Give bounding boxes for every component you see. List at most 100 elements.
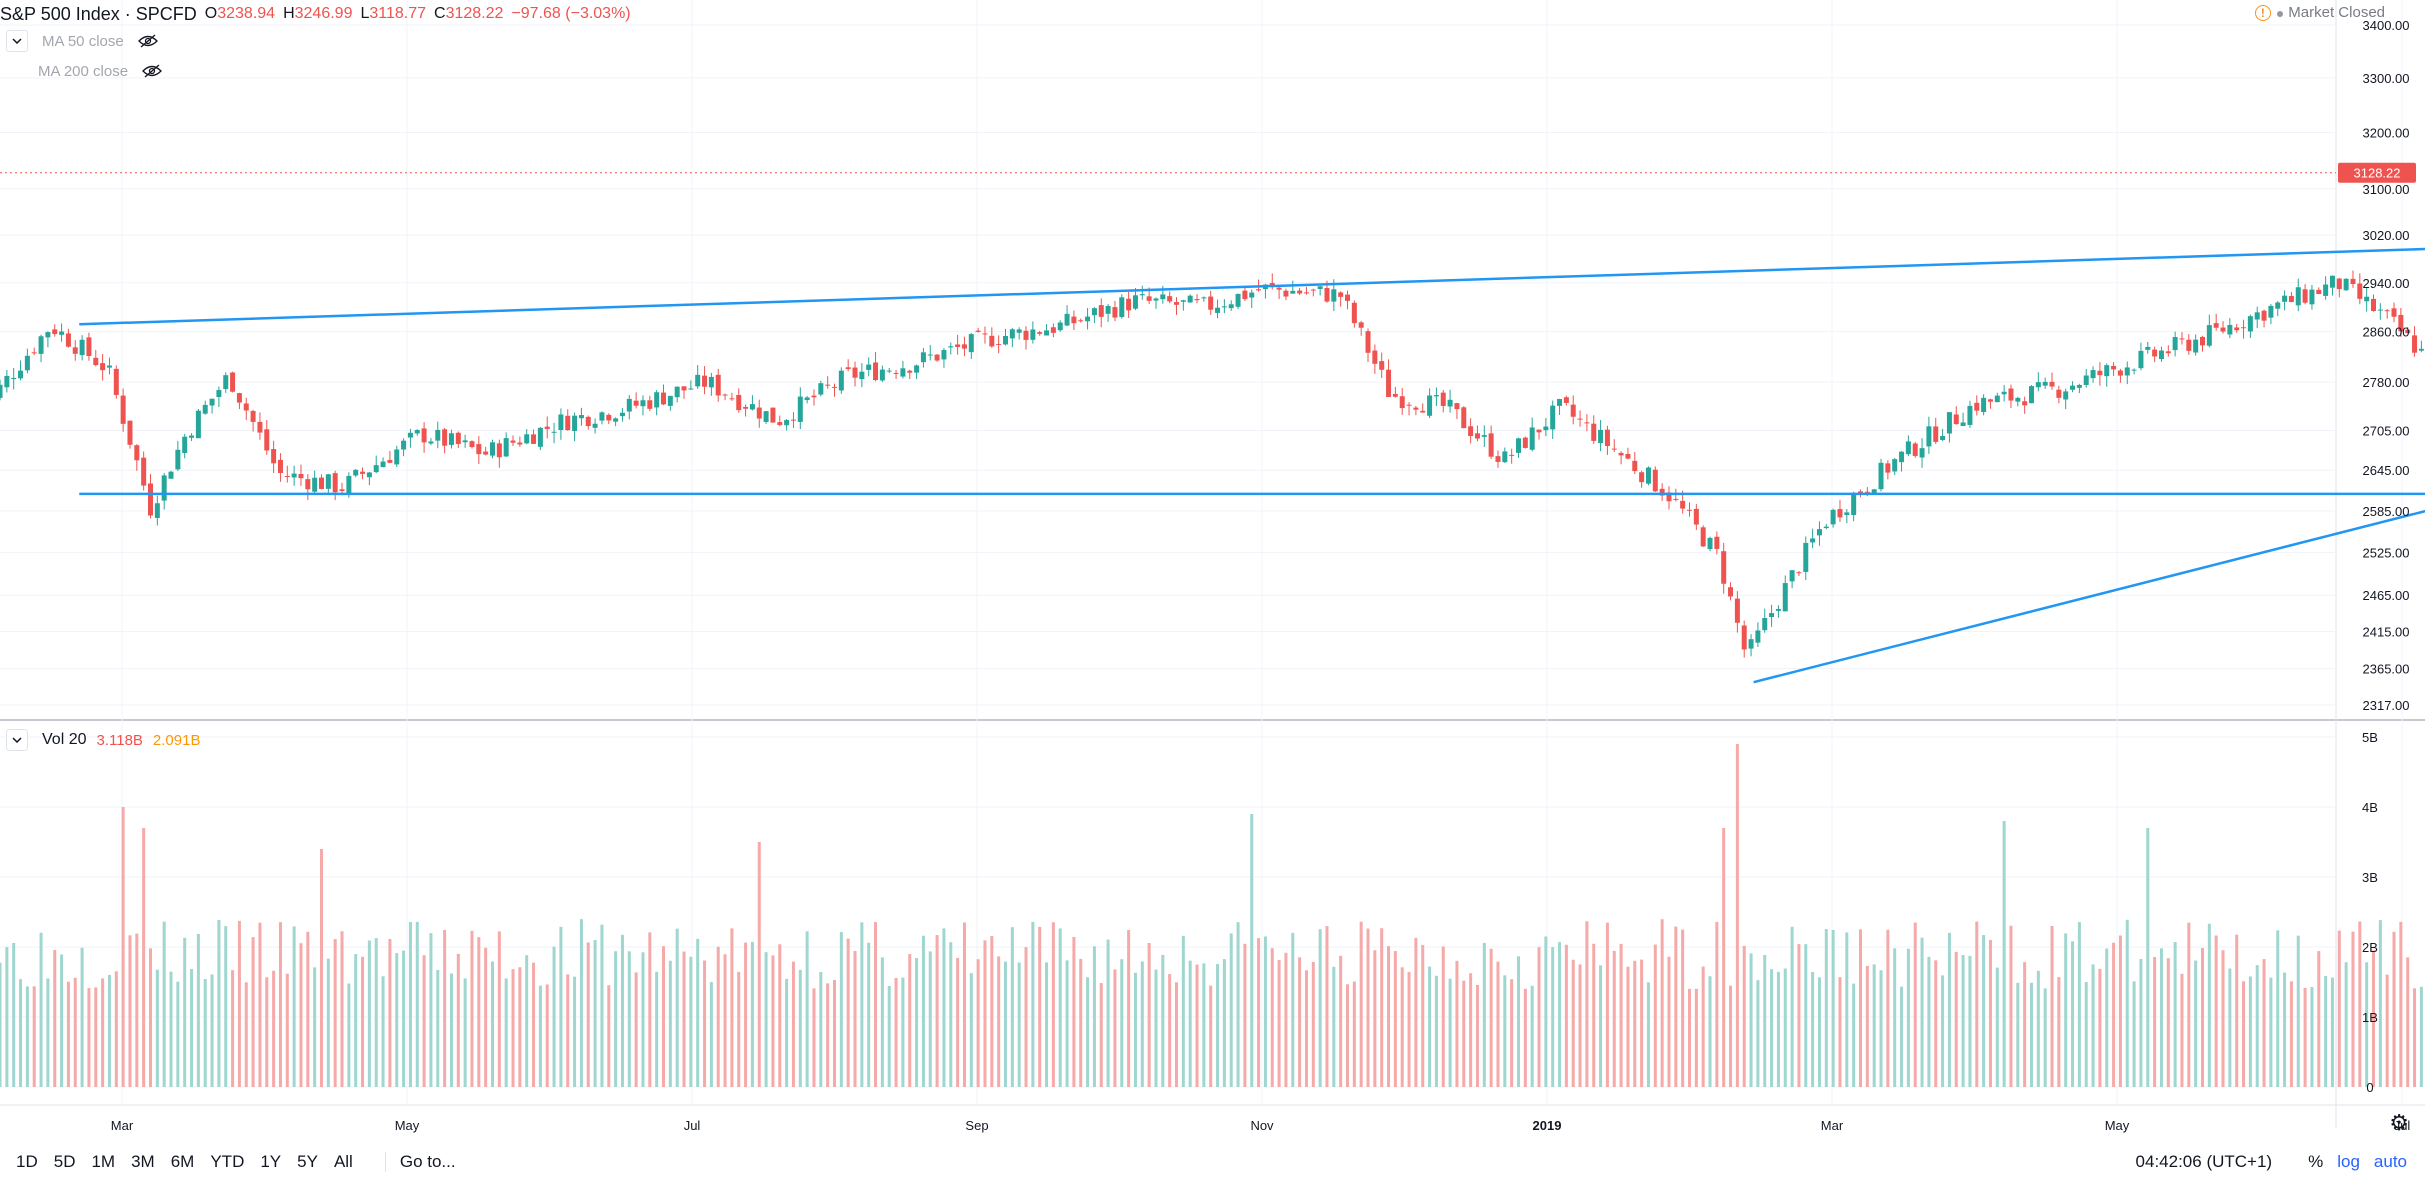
candle-body (2200, 336, 2205, 346)
candle-body (736, 394, 742, 411)
ma200-label[interactable]: MA 200 close (38, 62, 129, 80)
candle-body (435, 429, 441, 441)
volume-bar (80, 947, 84, 1087)
candle-body (654, 392, 660, 408)
volume-bar (1332, 966, 1336, 1087)
candle-body (1297, 290, 1303, 294)
go-to-button[interactable]: Go to... (384, 1151, 456, 1172)
volume-bar (1216, 964, 1220, 1087)
candle-body (524, 434, 530, 444)
bottom-toolbar-right: 04:42:06 (UTC+1) % log auto (2136, 1152, 2407, 1172)
volume-bar (183, 937, 187, 1087)
x-tick-label: May (2105, 1118, 2130, 1133)
volume-bar (1414, 937, 1418, 1087)
range-5d-button[interactable]: 5D (53, 1151, 76, 1171)
volume-bar (976, 959, 980, 1087)
volume-indicator-name[interactable]: Vol 20 (42, 731, 87, 748)
candle-body (1618, 452, 1624, 456)
log-scale-button[interactable]: log (2337, 1151, 2360, 1171)
market-status[interactable]: ! ● Market Closed (2254, 4, 2385, 21)
candle-body (2206, 325, 2212, 346)
candle-body (845, 367, 851, 369)
volume-bar (94, 987, 98, 1087)
candle-body (72, 347, 78, 354)
volume-bar (449, 973, 453, 1087)
candle-body (1516, 438, 1521, 453)
candle-body (1447, 399, 1453, 407)
volume-bar (2207, 923, 2211, 1087)
volume-bar (874, 922, 878, 1087)
candle-body (1317, 286, 1323, 289)
candle-body (1769, 613, 1775, 618)
clock-timezone[interactable]: 04:42:06 (UTC+1) (2135, 1151, 2273, 1171)
volume-bar (771, 955, 775, 1087)
volume-bar (880, 957, 884, 1087)
candle-body (1372, 350, 1378, 364)
rising-trendline[interactable] (1753, 89, 2425, 684)
volume-bar (785, 978, 789, 1087)
volume-bar (176, 981, 180, 1087)
volume-bar (586, 942, 590, 1087)
candle-body (2316, 289, 2322, 295)
candle-body (1775, 608, 1781, 611)
volume-bar (402, 950, 406, 1087)
volume-bar (764, 952, 768, 1087)
candle-body (1762, 618, 1768, 631)
candle-body (681, 386, 687, 391)
range-1d-button[interactable]: 1D (16, 1151, 38, 1171)
volume-bar (1482, 942, 1486, 1087)
chart-settings-gear-icon[interactable]: ⚙ (2389, 1110, 2409, 1135)
volume-bar (1571, 959, 1575, 1087)
range-all-button[interactable]: All (333, 1151, 353, 1171)
symbol-title[interactable]: S&P 500 Index · SPCFD (0, 3, 197, 24)
candle-body (1440, 392, 1446, 406)
range-1y-button[interactable]: 1Y (260, 1151, 282, 1171)
candle-body (209, 398, 215, 406)
volume-bar (306, 931, 310, 1087)
volume-bar (1222, 959, 1226, 1087)
volume-tick-label: 5B (2362, 730, 2378, 745)
candle-body (1728, 587, 1734, 597)
candle-body (927, 354, 933, 356)
ma50-label[interactable]: MA 50 close (42, 32, 124, 50)
volume-bar (1852, 983, 1856, 1087)
range-ytd-button[interactable]: YTD (210, 1151, 245, 1171)
range-1m-button[interactable]: 1M (91, 1151, 116, 1171)
collapse-legend-button[interactable] (6, 30, 28, 52)
candle-body (1721, 551, 1727, 584)
volume-bar (491, 961, 494, 1087)
candle-body (852, 367, 858, 378)
auto-scale-button[interactable]: auto (2373, 1151, 2407, 1171)
candle-body (0, 384, 3, 398)
volume-bar (2228, 968, 2232, 1087)
candle-body (599, 412, 605, 421)
percent-scale-button[interactable]: % (2308, 1151, 2324, 1171)
range-5y-button[interactable]: 5Y (297, 1151, 318, 1171)
candle-body (284, 476, 290, 478)
candle-body (688, 388, 694, 390)
chevron-down-icon (12, 737, 22, 743)
hidden-eye-icon[interactable] (142, 64, 162, 78)
candle-body (859, 371, 865, 380)
volume-bar (620, 934, 624, 1087)
volume-bar (2139, 958, 2143, 1087)
upper-trendline[interactable] (79, 195, 2425, 326)
volume-bar (53, 949, 57, 1087)
volume-bar (1079, 958, 1083, 1087)
range-6m-button[interactable]: 6M (170, 1151, 195, 1171)
volume-bar (2392, 931, 2396, 1087)
volume-bar (627, 951, 631, 1087)
volume-bar (915, 958, 919, 1087)
volume-bar (983, 940, 987, 1087)
hidden-eye-icon[interactable] (137, 34, 158, 48)
range-3m-button[interactable]: 3M (131, 1151, 155, 1171)
ma200-legend: MA 200 close (38, 60, 162, 82)
volume-bar (2023, 962, 2027, 1087)
volume-bar (1893, 948, 1897, 1087)
candle-body (1112, 307, 1118, 318)
collapse-volume-legend-button[interactable] (6, 729, 28, 751)
volume-bar (422, 955, 426, 1087)
candle-body (366, 472, 372, 478)
volume-bar (1612, 950, 1616, 1087)
chart-canvas[interactable]: Target 1Target 2Target 3 3400.00 3300.00 3… (0, 0, 2425, 1146)
